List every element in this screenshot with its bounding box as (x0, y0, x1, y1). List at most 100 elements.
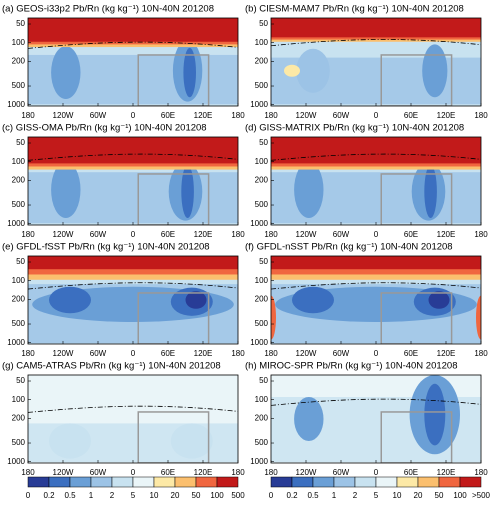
colorbar-swatch (396, 476, 419, 488)
tropopause (271, 39, 481, 47)
y-tick-label: 1000 (7, 219, 25, 228)
colorbar-swatch (333, 476, 356, 488)
x-tick-label: 60E (161, 230, 175, 239)
y-tick-label: 500 (12, 438, 26, 447)
x-tick-label: 180 (264, 111, 278, 120)
colorbar-label: >500 (472, 491, 491, 500)
panel-title: (e) GFDL-fSST Pb/Rn (kg kg⁻¹) 10N-40N 20… (2, 242, 210, 253)
x-tick-label: 180 (231, 468, 245, 477)
field-blob (51, 46, 81, 99)
y-tick-label: 50 (16, 138, 25, 147)
x-tick-label: 120E (194, 230, 213, 239)
colorbar-swatch (90, 476, 113, 488)
colorbar-label: 500 (231, 491, 245, 500)
x-tick-label: 180 (264, 468, 278, 477)
y-tick-label: 500 (255, 81, 269, 90)
field-band (28, 256, 238, 270)
tropopause (271, 398, 481, 406)
field-blob (49, 423, 91, 459)
colorbar-label: 100 (453, 491, 467, 500)
field-blob (284, 64, 300, 77)
colorbar-label: 2 (110, 491, 115, 500)
y-tick-label: 500 (12, 200, 26, 209)
x-tick-label: 120E (437, 111, 456, 120)
colorbar-swatch (291, 476, 314, 488)
field-band (28, 137, 238, 164)
x-tick-label: 0 (374, 111, 379, 120)
x-tick-label: 60W (333, 349, 350, 358)
tropopause (28, 41, 238, 49)
x-tick-label: 60E (161, 468, 175, 477)
x-tick-label: 180 (474, 111, 488, 120)
x-tick-label: 60W (90, 111, 107, 120)
colorbar-swatch (354, 476, 377, 488)
colorbar-swatch (174, 476, 197, 488)
y-tick-label: 200 (12, 56, 26, 65)
panel-title: (c) GISS-OMA Pb/Rn (kg kg⁻¹) 10N-40N 201… (2, 123, 207, 134)
field-blob (181, 165, 194, 218)
x-tick-label: 180 (231, 349, 245, 358)
field (271, 18, 481, 106)
y-tick-label: 500 (255, 319, 269, 328)
field (28, 18, 238, 106)
colorbar-label: 1 (332, 491, 337, 500)
tropopause (28, 282, 238, 290)
colorbar-label: 0 (269, 491, 274, 500)
tropopause (271, 153, 481, 161)
x-tick-label: 180 (264, 349, 278, 358)
x-tick-label: 0 (374, 349, 379, 358)
colorbar-swatch (27, 476, 50, 488)
field (271, 137, 481, 225)
panel-title: (b) CIESM-MAM7 Pb/Rn (kg kg⁻¹) 10N-40N 2… (245, 4, 464, 15)
y-tick-label: 1000 (7, 100, 25, 109)
x-tick-label: 120E (194, 468, 213, 477)
region-box (380, 173, 453, 225)
field-band (271, 137, 481, 164)
x-tick-label: 120W (296, 230, 317, 239)
field (28, 137, 238, 225)
x-tick-label: 60W (333, 230, 350, 239)
x-tick-label: 120E (437, 230, 456, 239)
x-tick-label: 60W (90, 349, 107, 358)
x-tick-label: 0 (131, 349, 136, 358)
colorbar-swatch (153, 476, 176, 488)
x-tick-label: 60E (404, 468, 418, 477)
x-tick-label: 180 (474, 349, 488, 358)
field-band (271, 256, 481, 270)
field-blob (271, 295, 276, 340)
x-tick-label: 180 (474, 230, 488, 239)
x-tick-label: 60E (404, 111, 418, 120)
x-tick-label: 60W (333, 111, 350, 120)
colorbar-label: 20 (414, 491, 423, 500)
field-blob (183, 47, 196, 98)
y-tick-label: 1000 (250, 100, 268, 109)
colorbar-swatch (216, 476, 239, 488)
field-blob (185, 291, 207, 309)
x-tick-label: 120W (53, 349, 74, 358)
colorbar-label: 5 (131, 491, 136, 500)
colorbar-label: 0.5 (307, 491, 319, 500)
x-tick-label: 180 (21, 230, 35, 239)
colorbar-label: 0.2 (286, 491, 298, 500)
x-tick-label: 120E (437, 349, 456, 358)
y-tick-label: 50 (16, 257, 25, 266)
region-box (137, 173, 210, 225)
field-band (28, 18, 238, 42)
panel-title: (f) GFDL-nSST Pb/Rn (kg kg⁻¹) 10N-40N 20… (245, 242, 453, 253)
colorbar-swatch (312, 476, 335, 488)
colorbar-label: 5 (374, 491, 379, 500)
y-tick-label: 200 (255, 56, 269, 65)
x-tick-label: 0 (374, 468, 379, 477)
y-tick-label: 50 (259, 376, 268, 385)
y-tick-label: 100 (12, 38, 26, 47)
y-tick-label: 500 (12, 319, 26, 328)
x-tick-label: 180 (474, 468, 488, 477)
x-tick-label: 120W (296, 468, 317, 477)
panel-title: (a) GEOS-i33p2 Pb/Rn (kg kg⁻¹) 10N-40N 2… (2, 4, 214, 15)
colorbar-swatch (459, 476, 482, 488)
colorbar-label: 50 (192, 491, 201, 500)
field (28, 256, 238, 344)
x-tick-label: 180 (264, 230, 278, 239)
colorbar-swatch (375, 476, 398, 488)
